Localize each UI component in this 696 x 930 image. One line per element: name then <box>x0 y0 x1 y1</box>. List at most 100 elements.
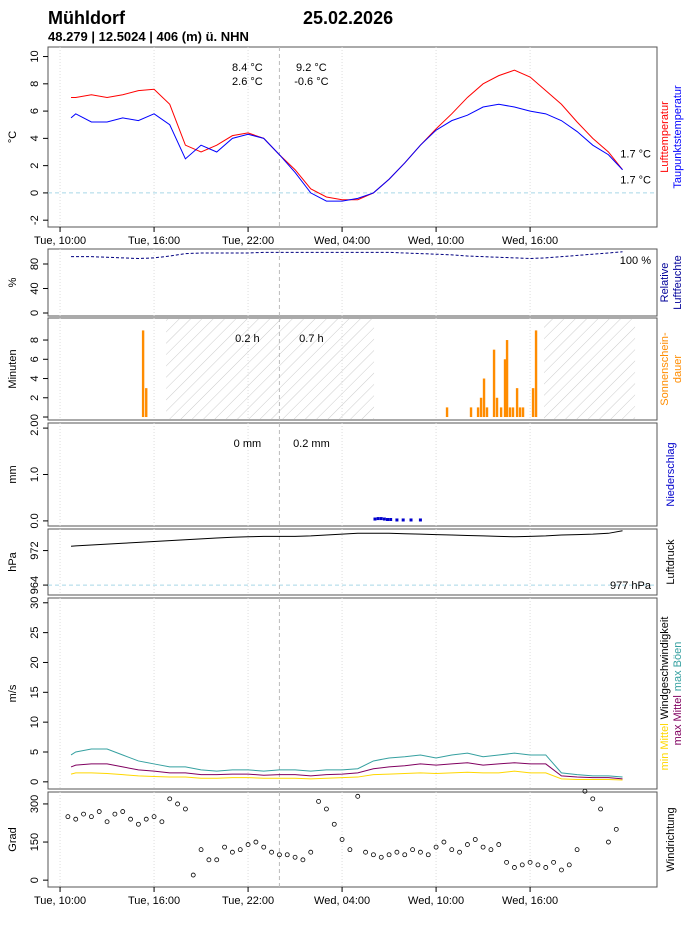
y-tick-label: 0 <box>29 414 41 420</box>
series-line <box>71 69 623 201</box>
side-label-part: Luftdruck <box>665 539 677 585</box>
panel-frame <box>47 597 658 790</box>
y-axis-label: Grad <box>7 827 19 851</box>
x-tick-label: Tue, 10:00 <box>34 895 86 907</box>
bar <box>495 397 499 418</box>
point <box>376 517 380 521</box>
bar <box>479 397 483 418</box>
daily-stat: 2.6 °C <box>232 76 263 88</box>
point <box>347 847 353 853</box>
panel: 0 2 4 6 8 Minuten 0.2 h 0.7 h Sonnenschein-dauer <box>7 317 684 421</box>
station-subtitle: 48.279 | 12.5024 | 406 (m) ü. NHN <box>48 29 249 44</box>
daily-stat: 0.2 h <box>235 333 259 345</box>
y-tick-label: 0.0 <box>29 513 41 528</box>
y-axis-label: % <box>7 277 19 287</box>
point <box>465 842 470 847</box>
end-value-label: 1.7 °C <box>620 175 651 187</box>
y-axis-label: m/s <box>7 684 19 702</box>
date: 25.02.2026 <box>303 8 393 28</box>
side-label-part: Lufttemperatur <box>659 101 671 173</box>
end-value-label: 1.7 °C <box>620 149 651 161</box>
bar <box>445 407 449 418</box>
bar <box>518 407 522 418</box>
point <box>190 872 196 878</box>
point <box>143 816 149 822</box>
side-label-part: Taupunktstemperatur <box>672 85 684 189</box>
series-line <box>70 770 623 781</box>
bar <box>492 349 496 418</box>
point <box>214 857 220 863</box>
y-axis-label: °C <box>7 131 19 143</box>
y-tick-label: 15 <box>29 686 41 698</box>
point <box>120 809 126 814</box>
point <box>410 847 415 853</box>
bar <box>508 407 512 418</box>
point <box>559 867 564 873</box>
x-tick-label: Tue, 16:00 <box>128 235 180 247</box>
y-tick-label: -2 <box>29 215 41 225</box>
y-tick-label: 10 <box>29 50 41 62</box>
point <box>65 814 71 820</box>
x-tick-label: Wed, 16:00 <box>502 235 558 247</box>
night-area <box>544 319 636 419</box>
y-tick-label: 0 <box>29 877 41 883</box>
point <box>88 814 94 820</box>
point <box>433 844 439 850</box>
panel-frame <box>47 422 658 527</box>
y-tick-label: 40 <box>29 282 41 294</box>
x-tick-label: Wed, 04:00 <box>314 235 370 247</box>
y-tick-label: 10 <box>29 716 41 728</box>
point <box>308 849 314 855</box>
side-label: Taupunktstemperatur <box>672 85 684 189</box>
side-label: Niederschlag <box>665 442 677 506</box>
bar <box>499 407 503 418</box>
point <box>590 796 596 802</box>
point <box>277 852 282 858</box>
daily-stat: -0.6 °C <box>294 76 328 88</box>
point <box>292 854 298 860</box>
bar <box>476 407 480 418</box>
side-label-part: Luftfeuchte <box>672 255 684 309</box>
point <box>355 793 361 799</box>
point <box>519 862 525 868</box>
side-label: min Mittel Windgeschwindigkeit <box>659 617 671 771</box>
point <box>395 518 399 522</box>
daily-stat: 0 mm <box>234 438 262 450</box>
point <box>480 844 486 850</box>
y-tick-label: 2 <box>29 163 41 169</box>
side-label-part: Sonnenschein- <box>659 332 671 406</box>
point <box>527 859 533 865</box>
point <box>237 847 243 853</box>
y-tick-label: 20 <box>29 656 41 668</box>
series-line <box>70 530 623 547</box>
point <box>331 821 337 827</box>
point <box>418 518 422 522</box>
y-tick-label: 30 <box>29 597 41 609</box>
side-label-part: Windrichtung <box>665 807 677 871</box>
daily-stat: 9.2 °C <box>296 62 327 74</box>
y-tick-label: 5 <box>29 749 41 755</box>
y-tick-label: 25 <box>29 626 41 638</box>
night-area <box>166 319 375 419</box>
side-label-part: max Böen <box>672 642 684 692</box>
series-line <box>70 103 623 202</box>
point <box>198 847 204 853</box>
daily-stat: 0.7 h <box>299 333 323 345</box>
point <box>159 819 165 825</box>
point <box>472 837 478 842</box>
bar <box>482 378 486 418</box>
y-tick-label: 6 <box>29 108 41 114</box>
x-tick-label: Tue, 16:00 <box>128 895 180 907</box>
bar <box>141 330 145 418</box>
y-tick-label: 4 <box>29 375 41 381</box>
y-tick-label: 150 <box>29 833 41 851</box>
side-label: dauer <box>672 355 684 383</box>
panel-frame <box>47 46 658 228</box>
y-tick-label: 0 <box>29 190 41 196</box>
point <box>441 839 447 845</box>
y-tick-label: 300 <box>29 795 41 813</box>
point <box>425 852 431 858</box>
point <box>316 798 321 804</box>
point <box>128 816 133 822</box>
